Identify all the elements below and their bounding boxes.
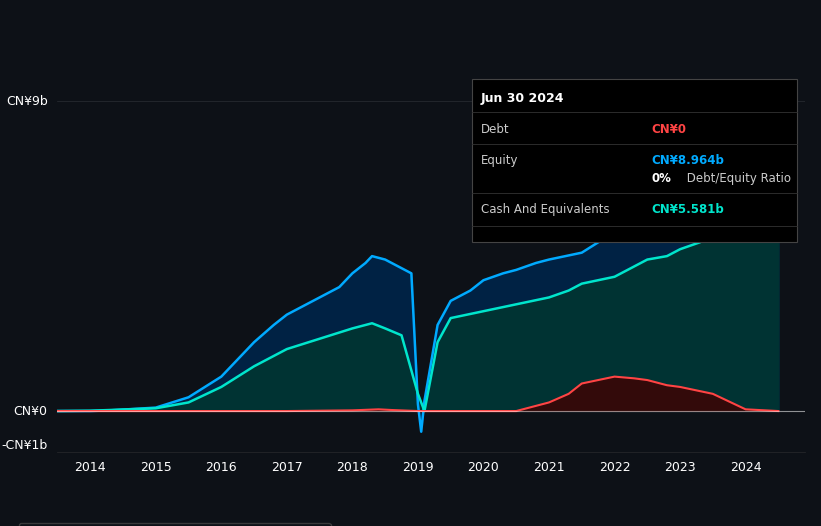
Legend: Debt, Equity, Cash And Equivalents: Debt, Equity, Cash And Equivalents [19, 523, 331, 526]
Text: CN¥8.964b: CN¥8.964b [651, 154, 724, 167]
Text: Debt: Debt [481, 123, 510, 136]
Text: -CN¥1b: -CN¥1b [2, 439, 48, 452]
Text: CN¥9b: CN¥9b [6, 95, 48, 108]
Text: CN¥0: CN¥0 [651, 123, 686, 136]
Text: Debt/Equity Ratio: Debt/Equity Ratio [683, 172, 791, 185]
Text: CN¥0: CN¥0 [14, 404, 48, 418]
Text: Jun 30 2024: Jun 30 2024 [481, 92, 565, 105]
FancyBboxPatch shape [472, 79, 797, 242]
Text: 0%: 0% [651, 172, 672, 185]
Text: Cash And Equivalents: Cash And Equivalents [481, 203, 610, 216]
Text: Equity: Equity [481, 154, 519, 167]
Text: CN¥5.581b: CN¥5.581b [651, 203, 724, 216]
